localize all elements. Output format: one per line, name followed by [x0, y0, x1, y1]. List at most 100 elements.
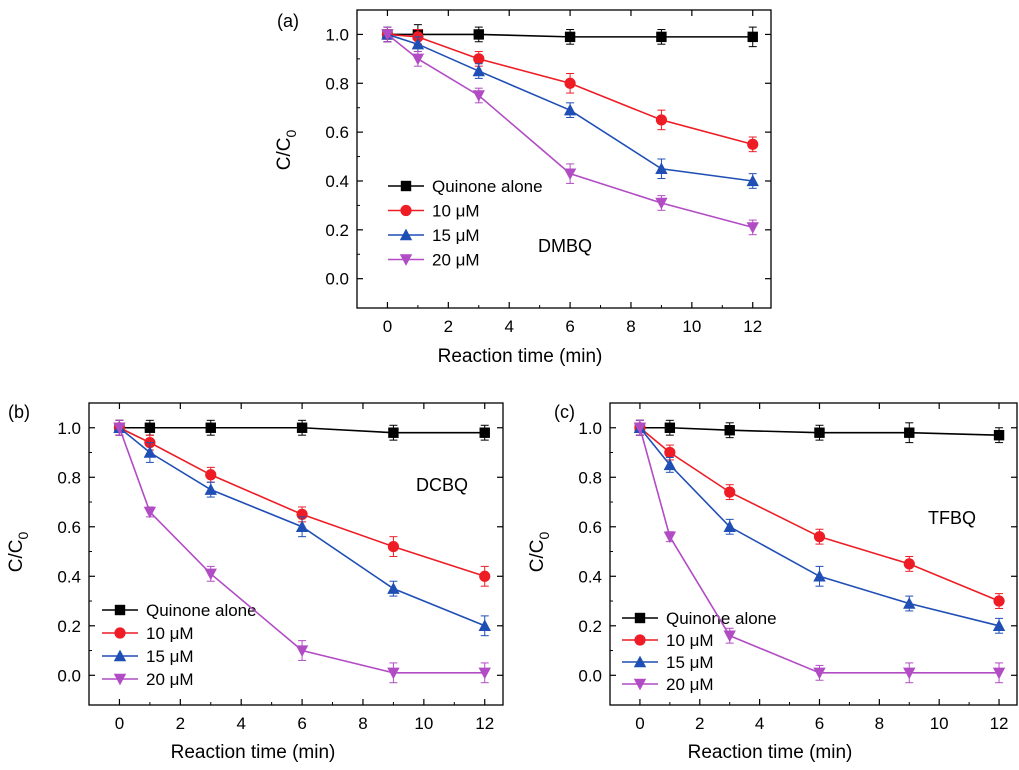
x-tick-label: 0: [115, 714, 124, 733]
data-point: [205, 422, 216, 433]
data-point: [992, 667, 1006, 680]
x-tick-label: 6: [297, 714, 306, 733]
x-tick-label: 8: [626, 317, 635, 336]
series-3: [381, 26, 759, 236]
legend-label: 10 μM: [432, 202, 480, 221]
legend-label: Quinone alone: [146, 601, 257, 620]
data-point: [656, 31, 667, 43]
y-tick-label: 0.8: [57, 468, 81, 487]
series-3: [113, 419, 491, 684]
data-point: [205, 469, 217, 481]
data-point: [387, 582, 400, 594]
legend-entry: Quinone alone: [622, 609, 777, 628]
data-point: [144, 422, 156, 433]
data-point: [655, 197, 668, 210]
data-point: [903, 558, 915, 570]
series-line: [639, 427, 1000, 627]
data-point: [655, 162, 668, 174]
data-point: [724, 425, 735, 436]
y-axis-label-main: C/C: [274, 138, 295, 171]
data-point: [664, 422, 676, 433]
data-point: [204, 483, 217, 495]
data-point: [113, 422, 126, 435]
plot-frame: [356, 9, 772, 309]
data-point: [993, 595, 1005, 607]
legend-marker: [114, 604, 126, 616]
legend-marker: [634, 612, 646, 624]
series-0: [634, 419, 1005, 444]
data-point: [813, 531, 826, 543]
data-point: [563, 103, 577, 116]
x-tick-label: 12: [743, 317, 762, 336]
legend-marker: [399, 228, 413, 241]
legend-entry: 10 μM: [102, 624, 194, 643]
x-tick-label: 6: [815, 714, 824, 733]
data-point: [478, 667, 491, 680]
data-point: [479, 570, 491, 582]
data-point: [563, 168, 577, 181]
legend-label: 15 μM: [146, 647, 194, 666]
legend-entry: 20 μM: [622, 675, 714, 694]
data-point: [813, 667, 826, 680]
y-axis-label: C/C0: [6, 532, 31, 573]
x-tick-label: 4: [236, 714, 245, 733]
y-axis-label-subscript: 0: [283, 130, 299, 138]
x-tick-label: 10: [682, 317, 701, 336]
x-axis-label: Reaction time (min): [438, 346, 603, 367]
y-axis-label-main: C/C: [527, 540, 548, 573]
panel-label: (c): [554, 402, 575, 422]
legend-marker: [633, 678, 647, 691]
legend-entry: 15 μM: [102, 647, 194, 666]
data-point: [473, 29, 484, 40]
legend-entry: 15 μM: [388, 226, 480, 245]
legend-entry: Quinone alone: [388, 177, 543, 196]
legend-entry: 10 μM: [622, 631, 714, 650]
data-point: [903, 667, 916, 680]
data-point: [472, 90, 485, 102]
data-point: [746, 174, 759, 187]
data-point: [411, 53, 425, 66]
legend-label: 10 μM: [666, 631, 714, 650]
series-1: [113, 419, 491, 587]
data-point: [903, 597, 916, 609]
legend-marker: [400, 204, 412, 217]
y-tick-label: 1.0: [325, 25, 349, 44]
y-tick-label: 0.4: [325, 172, 349, 191]
legend-marker: [113, 649, 127, 662]
x-tick-label: 8: [358, 714, 367, 733]
y-tick-label: 1.0: [57, 419, 81, 438]
legend-marker: [113, 673, 127, 686]
data-point: [904, 427, 915, 438]
legend-entry: 10 μM: [388, 202, 480, 221]
y-axis-label: C/C0: [274, 130, 299, 171]
data-point: [388, 427, 399, 438]
data-point: [747, 138, 759, 150]
series-0: [382, 24, 758, 48]
y-tick-label: 0.8: [325, 74, 349, 93]
compound-annotation: DMBQ: [538, 236, 592, 256]
plot-frame: [88, 402, 504, 706]
data-point: [479, 427, 490, 438]
x-tick-label: 4: [755, 714, 764, 733]
data-point: [295, 520, 309, 532]
series-line: [386, 33, 753, 229]
y-axis-label-main: C/C: [6, 540, 27, 573]
y-tick-label: 0.0: [325, 270, 349, 289]
data-point: [387, 667, 400, 680]
x-tick-label: 2: [695, 714, 704, 733]
y-tick-label: 0.2: [57, 617, 81, 636]
y-axis-label-subscript: 0: [536, 532, 552, 540]
legend-marker: [114, 627, 126, 639]
y-tick-label: 1.0: [578, 419, 602, 438]
series-line: [387, 33, 753, 182]
y-tick-label: 0.6: [325, 123, 349, 142]
series-3: [633, 419, 1006, 684]
y-tick-label: 0.6: [57, 518, 81, 537]
y-axis-label: C/C0: [527, 532, 552, 573]
y-tick-label: 0.4: [578, 567, 602, 586]
series-line: [118, 427, 485, 674]
series-line: [119, 427, 485, 578]
x-tick-label: 4: [504, 317, 513, 336]
data-point: [814, 427, 825, 438]
legend-label: Quinone alone: [666, 609, 777, 628]
